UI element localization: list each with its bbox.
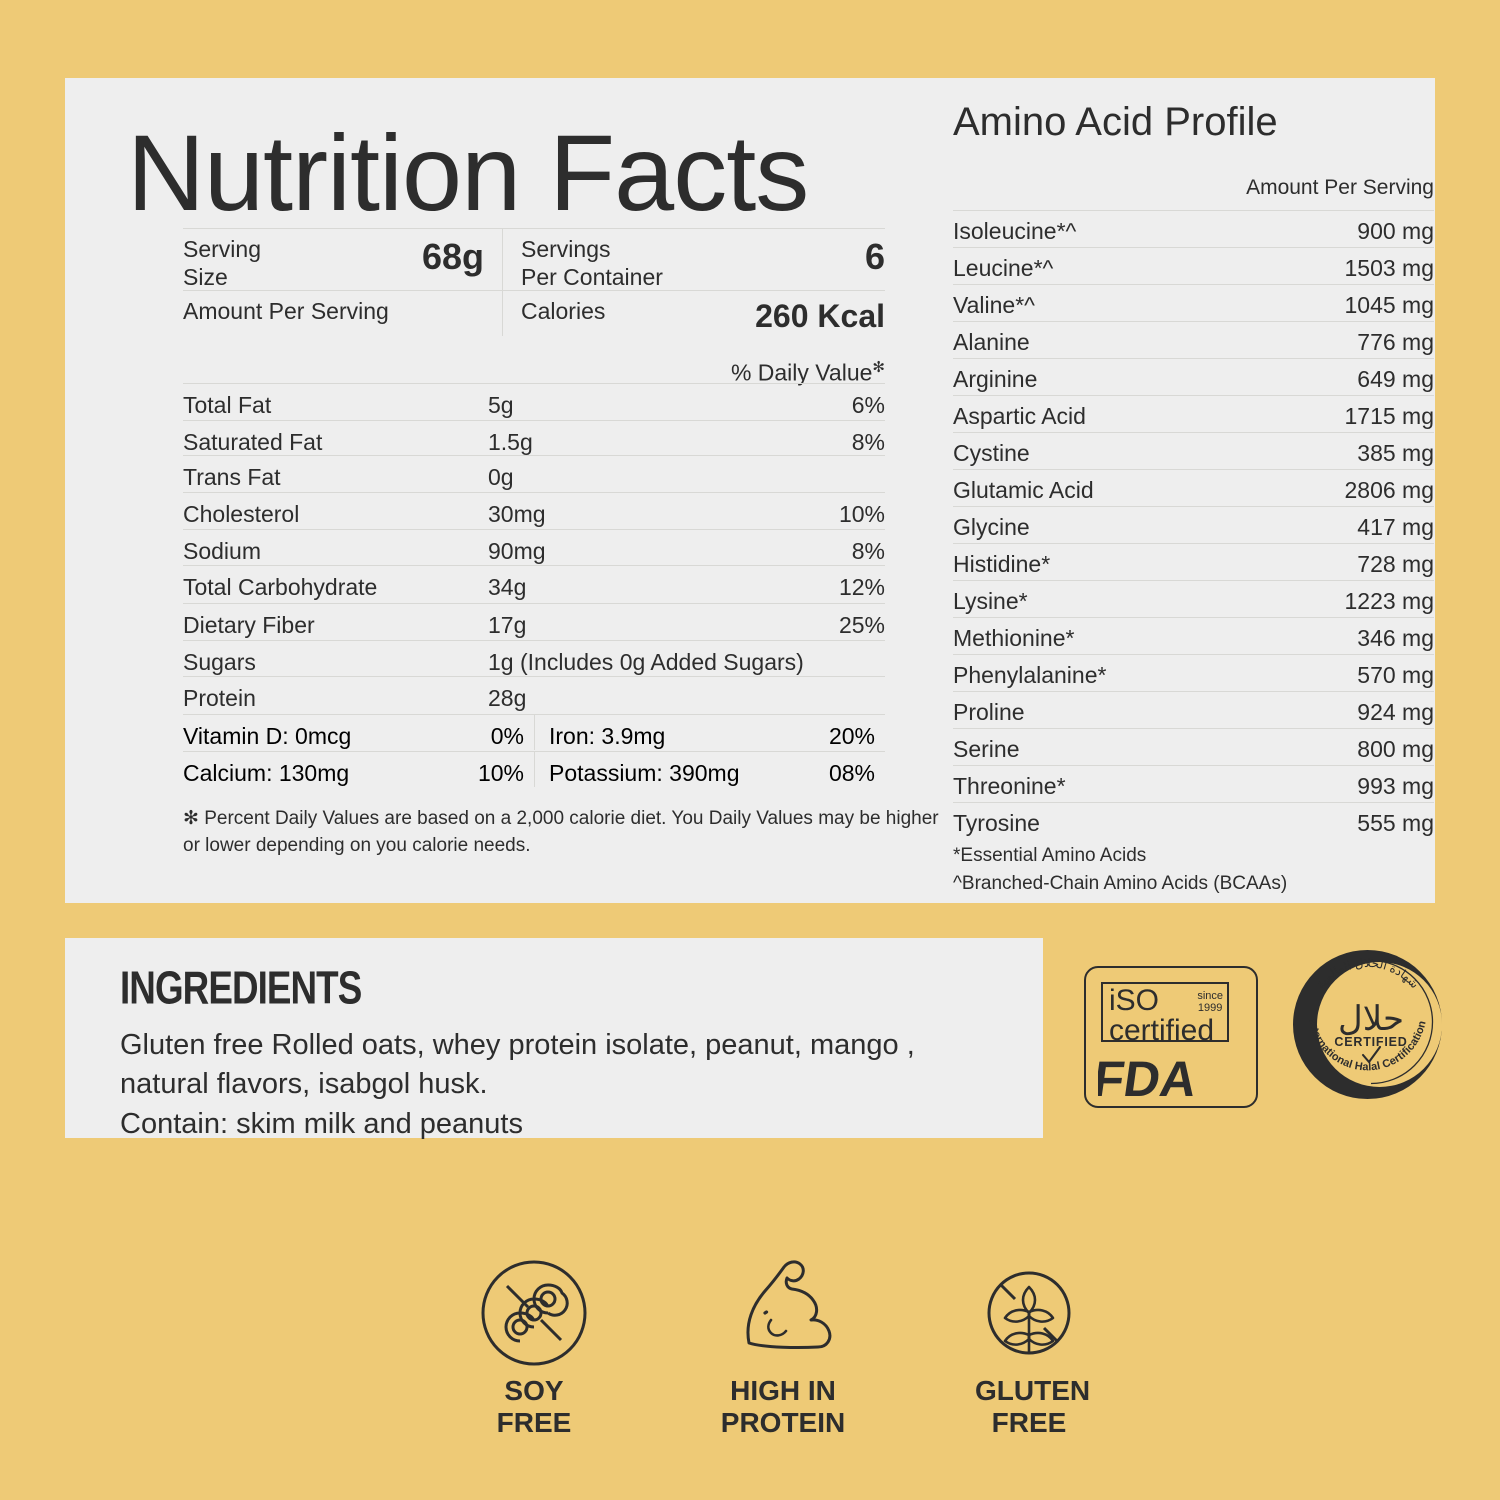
- svg-text:حلال: حلال: [1338, 1000, 1404, 1038]
- svg-text:FDA: FDA: [1098, 1051, 1200, 1107]
- svg-text:CERTIFIED: CERTIFIED: [1334, 1035, 1407, 1049]
